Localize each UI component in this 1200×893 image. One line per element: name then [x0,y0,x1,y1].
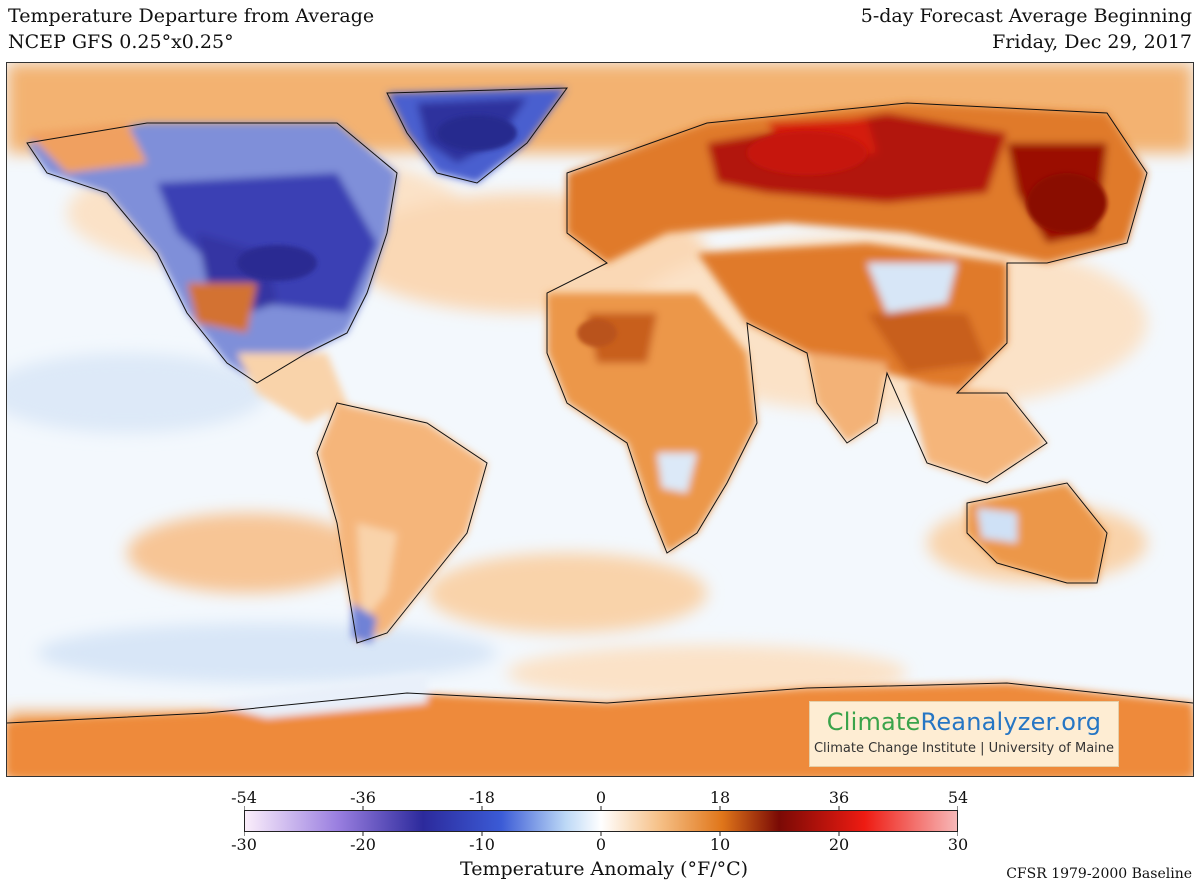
celsius-tick-label: -20 [350,835,376,854]
logo-name-part2: Reanalyzer.org [920,708,1102,736]
fahrenheit-tick-label: -54 [231,788,257,807]
climate-reanalyzer-logo[interactable]: ClimateReanalyzer.org Climate Change Ins… [809,701,1119,767]
coastlines [7,87,1193,724]
fahrenheit-tick-label: -36 [350,788,376,807]
celsius-tick-label: 0 [595,835,607,854]
fahrenheit-tick-label: 0 [595,788,607,807]
map-header-right: 5-day Forecast Average Beginning Friday,… [861,3,1192,55]
model-label: NCEP GFS 0.25°x0.25° [8,31,234,53]
hotspot-field [237,115,1107,347]
logo-name-part1: Climate [826,708,921,736]
forecast-label: 5-day Forecast Average Beginning [860,5,1192,27]
map-header-left: Temperature Departure from Average NCEP … [8,3,374,55]
fahrenheit-tick-label: 54 [947,788,969,807]
colorbar-title: Temperature Anomaly (°F/°C) [460,858,749,880]
celsius-tick-label: -10 [469,835,495,854]
map-title: Temperature Departure from Average [8,5,375,27]
celsius-tick-label: 10 [709,835,731,854]
logo-wordmark: ClimateReanalyzer.org [810,708,1118,736]
fahrenheit-tick-label: 36 [828,788,850,807]
anomaly-map [6,62,1194,777]
fahrenheit-tick-label: 18 [709,788,731,807]
baseline-label: CFSR 1979-2000 Baseline [1006,866,1192,882]
fahrenheit-tick-label: -18 [469,788,495,807]
colorbar [244,810,958,832]
celsius-tick-label: 20 [828,835,850,854]
anomaly-map-canvas [7,63,1193,776]
forecast-date: Friday, Dec 29, 2017 [992,31,1192,53]
logo-subtitle: Climate Change Institute | University of… [813,741,1115,756]
colorbar-tick-marks [244,806,958,836]
celsius-tick-label: 30 [947,835,969,854]
celsius-tick-label: -30 [231,835,257,854]
